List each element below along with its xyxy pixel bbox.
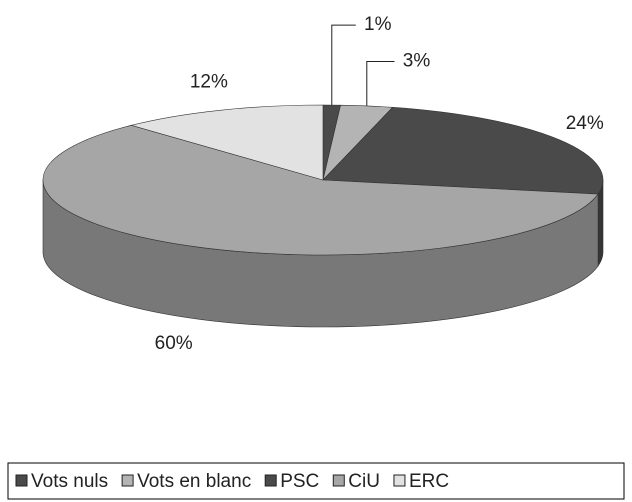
pie-slice xyxy=(42,125,599,256)
legend-box xyxy=(7,462,625,500)
legend-label: CiU xyxy=(348,471,380,492)
pie-slice xyxy=(130,104,324,181)
leader-line xyxy=(331,24,356,106)
data-label: 12% xyxy=(190,71,228,92)
data-label: 60% xyxy=(155,333,193,354)
legend-swatch xyxy=(264,474,277,487)
legend-label: PSC xyxy=(280,471,319,492)
legend-label: Vots nuls xyxy=(31,471,108,492)
legend-swatch xyxy=(121,474,134,487)
legend-swatch xyxy=(393,474,406,487)
legend-swatch xyxy=(15,474,28,487)
legend-label: Vots en blanc xyxy=(137,471,251,492)
data-label: 24% xyxy=(566,113,604,134)
data-label: 1% xyxy=(364,14,392,35)
legend-swatch xyxy=(332,474,345,487)
data-label: 3% xyxy=(403,50,431,71)
leader-line xyxy=(366,60,395,106)
pie-slice xyxy=(322,107,604,195)
legend-label: ERC xyxy=(409,471,449,492)
